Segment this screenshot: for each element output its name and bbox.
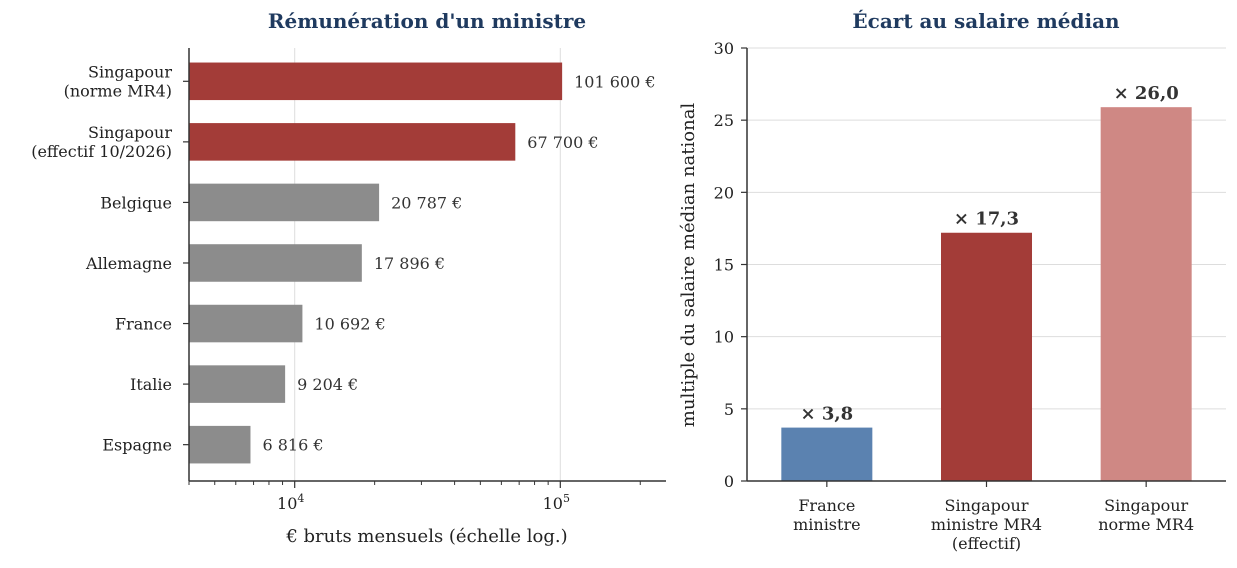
left-value-label-1: 67 700 €: [527, 133, 598, 152]
left-category-label-5: Italie: [130, 375, 172, 394]
left-bar-4: [189, 304, 303, 343]
right-y-tick-label-0: 0: [724, 472, 734, 491]
right-bars: [781, 107, 1192, 481]
left-value-label-2: 20 787 €: [391, 193, 462, 212]
right-category-label-1: Singapour ministre MR4 (effectif): [931, 496, 1042, 553]
right-y-tick-label-3: 15: [714, 256, 734, 275]
left-bars: [189, 62, 563, 464]
left-x-tick-label-0: 104: [277, 492, 304, 513]
left-category-label-2: Belgique: [100, 193, 172, 212]
left-value-label-4: 10 692 €: [314, 315, 385, 334]
left-value-label-5: 9 204 €: [297, 375, 358, 394]
right-bar-0: [781, 427, 873, 481]
right-value-label-2: × 26,0: [1114, 83, 1179, 104]
left-bar-1: [189, 123, 516, 161]
right-y-tick-label-1: 5: [724, 400, 734, 419]
left-x-axis-label: € bruts mensuels (échelle log.): [285, 526, 567, 547]
left-value-label-3: 17 896 €: [374, 254, 445, 273]
left-bar-6: [189, 425, 251, 464]
right-value-labels: × 3,8 × 17,3 × 26,0: [800, 83, 1178, 424]
right-bar-2: [1100, 107, 1192, 481]
right-y-tick-label-6: 30: [714, 39, 734, 58]
right-value-label-0: × 3,8: [800, 404, 853, 425]
left-category-labels: Singapour (norme MR4) Singapour (effectif 1…: [31, 62, 172, 454]
right-value-label-1: × 17,3: [954, 209, 1019, 230]
right-y-tick-label-2: 10: [714, 328, 734, 347]
left-value-label-0: 101 600 €: [574, 72, 655, 91]
right-y-tick-label-4: 20: [714, 183, 734, 202]
right-chart: 0 5 10 15 20 25 30 France ministre Singapour mini…: [678, 9, 1226, 553]
right-category-label-2: Singapour norme MR4: [1098, 496, 1194, 534]
right-ticks: 0 5 10 15 20 25 30: [714, 39, 1147, 491]
left-category-label-4: France: [115, 315, 172, 334]
left-category-label-6: Espagne: [102, 436, 172, 455]
left-category-label-1: Singapour (effectif 10/2026): [31, 123, 172, 161]
left-ticks: 104 105: [183, 80, 641, 513]
left-category-label-0: Singapour (norme MR4): [64, 62, 173, 100]
left-bar-5: [189, 365, 286, 403]
left-x-tick-label-1: 105: [543, 492, 570, 513]
left-bar-3: [189, 244, 362, 282]
right-y-axis-label: multiple du salaire médian national: [678, 103, 699, 428]
left-chart-title: Rémunération d'un ministre: [268, 9, 586, 33]
left-value-label-6: 6 816 €: [262, 436, 323, 455]
left-bar-2: [189, 183, 380, 222]
right-bar-1: [940, 232, 1033, 481]
left-category-label-3: Allemagne: [85, 254, 172, 273]
left-chart: 104 105 Singapour (norme MR4) Singapour (eff…: [31, 9, 666, 547]
right-y-tick-label-5: 25: [714, 111, 734, 130]
right-category-label-0: France ministre: [793, 496, 860, 534]
left-value-labels: 101 600 € 67 700 € 20 787 € 17 896 € 10 692 …: [262, 72, 655, 454]
right-category-labels: France ministre Singapour ministre MR4 (effe…: [793, 496, 1194, 553]
right-chart-title: Écart au salaire médian: [852, 9, 1120, 33]
left-bar-0: [189, 62, 563, 101]
